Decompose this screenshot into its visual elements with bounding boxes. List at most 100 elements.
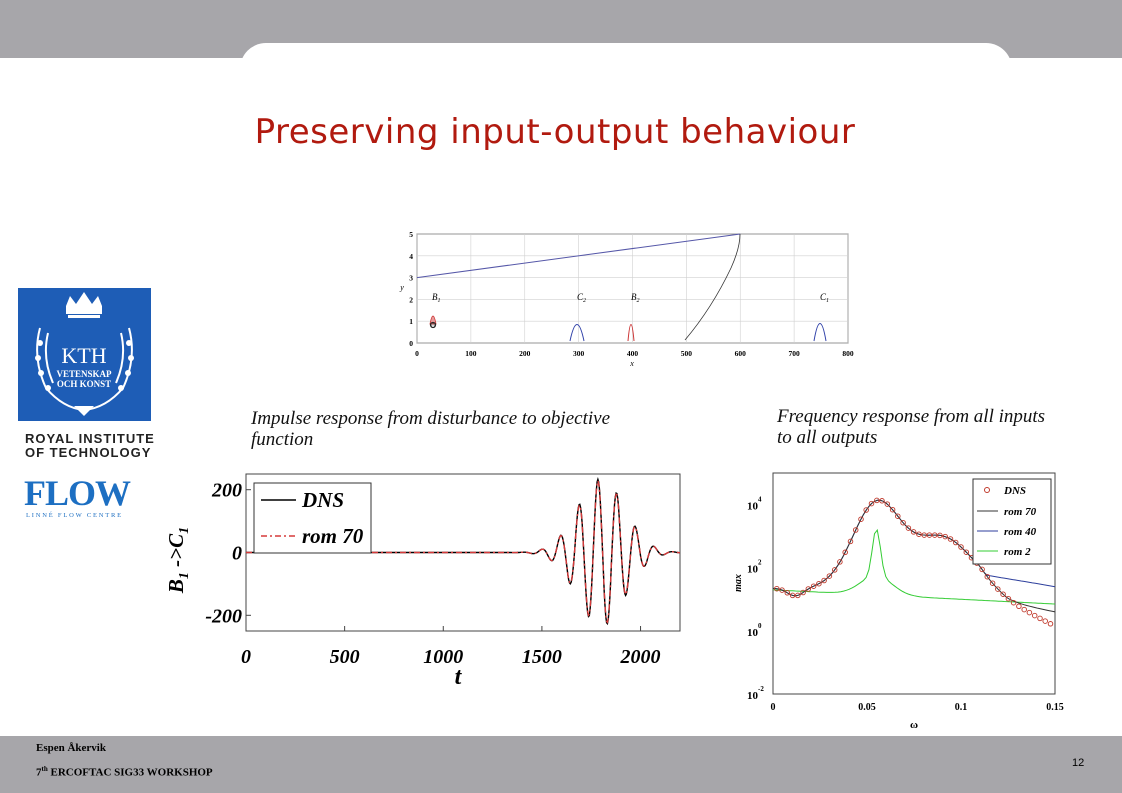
legend-rom40-label: rom 40 <box>1004 526 1037 538</box>
impulse-x-tick: 500 <box>330 646 360 668</box>
svg-text:C1: C1 <box>820 292 829 304</box>
dns-point <box>779 587 785 593</box>
geometry-y-tick: 2 <box>409 295 413 304</box>
impulse-xlabel: t <box>455 664 463 690</box>
annotation-c1: C1 <box>820 292 829 304</box>
geometry-ylabel: y <box>399 283 404 292</box>
annotation-b1: B1 <box>432 292 441 304</box>
frequency-x-tick: 0.1 <box>955 702 968 713</box>
frequency-xlabel: ω <box>910 719 918 731</box>
workshop-name: ERCOFTAC SIG33 WORKSHOP <box>47 766 213 779</box>
marker-label: 0 <box>431 322 435 330</box>
annotation-b2: B2 <box>631 292 640 304</box>
dns-point <box>805 586 812 592</box>
flow-logo-graphic: FLOW LINNÉ FLOW CENTRE <box>24 473 132 519</box>
frequency-plot-frame <box>772 472 1056 695</box>
dns-point <box>852 527 859 533</box>
dns-point <box>1000 591 1006 597</box>
dns-point <box>821 577 827 584</box>
dns-point <box>1005 595 1012 602</box>
geometry-y-tick: 1 <box>409 317 413 326</box>
dns-point <box>905 525 912 531</box>
frequency-y-tick: 100 <box>747 622 762 639</box>
dns-point <box>863 507 869 513</box>
dns-point <box>989 580 996 586</box>
frequency-y-tick: 10-2 <box>747 685 764 702</box>
dns-point <box>1047 621 1054 627</box>
dns-point <box>1016 603 1022 610</box>
footer-author: Espen Åkervik <box>36 742 106 754</box>
impulse-y-tick: 0 <box>232 543 242 565</box>
outflow-curve <box>684 233 741 341</box>
dns-point <box>1021 606 1027 613</box>
geometry-x-tick: 100 <box>465 349 477 358</box>
impulse-legend-box <box>253 482 372 554</box>
dns-point <box>926 532 933 538</box>
geometry-x-tick: 300 <box>573 349 585 358</box>
workshop-number: 7 <box>36 766 42 779</box>
svg-text:B1: B1 <box>432 292 441 304</box>
kth-seal-icon: KTH VETENSKAP OCH KONST <box>35 292 134 416</box>
dns-point <box>847 538 854 545</box>
rom70-series <box>772 499 1056 613</box>
svg-text:B2: B2 <box>631 292 640 304</box>
svg-text:B1 ->C1: B1 ->C1 <box>164 527 192 594</box>
flow-logo-subtitle: LINNÉ FLOW CENTRE <box>26 511 123 519</box>
flow-logo-text: FLOW <box>24 473 131 513</box>
dns-point <box>826 573 833 579</box>
impulse-legend: DNS rom 70 <box>253 482 372 554</box>
legend-rom2-label: rom 2 <box>1004 546 1031 558</box>
dns-point <box>795 592 801 599</box>
frequency-y-tick: 104 <box>747 496 762 513</box>
geometry-x-tick: 800 <box>842 349 854 358</box>
bump-b1 <box>429 315 437 325</box>
impulse-ylabel: B1 ->C1 <box>164 527 192 594</box>
dns-point <box>789 592 796 599</box>
royal-line-1: ROYAL INSTITUTE <box>25 431 155 446</box>
svg-text:C2: C2 <box>577 292 586 304</box>
frequency-x-tick: 0.15 <box>1046 702 1064 713</box>
geometry-x-tick: 600 <box>735 349 747 358</box>
legend-dns-label: DNS <box>301 488 344 512</box>
caption-impulse: Impulse response from disturbance to obj… <box>251 408 610 450</box>
bump-c2 <box>569 324 585 342</box>
dns-point <box>952 539 959 546</box>
dns-point <box>900 519 906 526</box>
dns-point <box>1026 609 1033 616</box>
legend-rom70-label: rom 70 <box>302 524 364 548</box>
geometry-y-tick: 4 <box>409 252 413 261</box>
dns-point <box>816 580 822 587</box>
kth-logo: KTH VETENSKAP OCH KONST <box>18 288 151 421</box>
impulse-x-tick: 1000 <box>423 646 463 668</box>
dns-point <box>868 500 875 507</box>
dns-point <box>884 501 891 507</box>
geometry-y-tick: 5 <box>409 230 413 239</box>
legend-dns-marker <box>984 487 990 493</box>
frequency-legend: DNS rom 70 rom 40 rom 2 <box>972 478 1052 565</box>
workshop-ordinal: th <box>41 765 48 773</box>
dns-point <box>837 559 843 565</box>
dns-point <box>921 532 927 538</box>
dns-point <box>889 506 896 513</box>
frequency-x-tick: 0 <box>771 702 776 713</box>
dns-point <box>1010 599 1017 606</box>
annotation-c2: C2 <box>577 292 586 304</box>
dns-point <box>800 589 806 596</box>
impulse-x-tick: 2000 <box>620 646 661 668</box>
rom2-series <box>772 528 1056 605</box>
dns-point <box>947 536 954 542</box>
boundary-layer-edge <box>416 233 741 279</box>
frequency-y-tick: 102 <box>747 559 762 576</box>
geometry-x-tick: 200 <box>519 349 531 358</box>
dns-point <box>831 567 838 573</box>
dns-point <box>1042 618 1048 624</box>
impulse-x-tick: 1500 <box>522 646 562 668</box>
footer-workshop: 7th ERCOFTAC SIG33 WORKSHOP <box>36 765 213 779</box>
dns-point <box>879 498 885 504</box>
legend-rom70-label: rom 70 <box>1004 506 1037 518</box>
impulse-y-tick: -200 <box>205 605 242 627</box>
svg-text:VETENSKAP: VETENSKAP <box>56 369 112 379</box>
geometry-x-tick: 0 <box>415 349 419 358</box>
geometry-x-tick: 400 <box>627 349 639 358</box>
svg-text:OCH KONST: OCH KONST <box>57 379 111 389</box>
